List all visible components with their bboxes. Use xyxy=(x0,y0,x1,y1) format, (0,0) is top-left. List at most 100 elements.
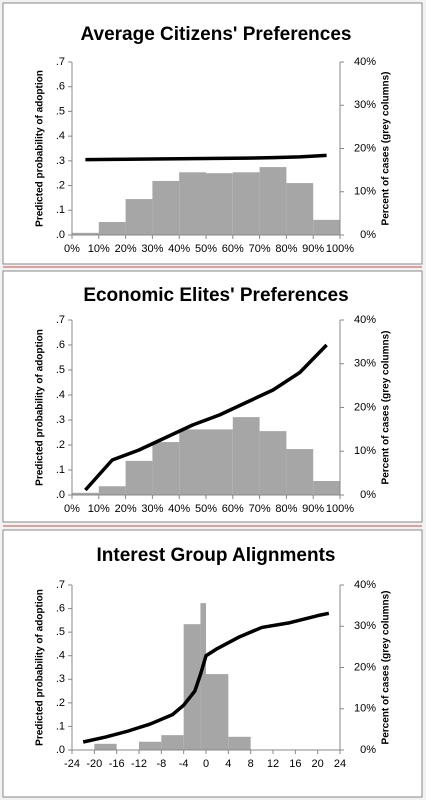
bar xyxy=(313,481,340,495)
bar xyxy=(125,460,153,495)
bar xyxy=(206,173,233,235)
y-axis-title: Predicted probability of adoption xyxy=(35,589,46,746)
y-axis-title: Predicted probability of adoption xyxy=(35,70,46,227)
line xyxy=(82,611,330,744)
line xyxy=(85,153,327,162)
x-tick-label: 80% xyxy=(275,243,297,255)
bar xyxy=(152,442,180,495)
x-tick-label: 70% xyxy=(249,503,271,515)
x-tick-label: -20 xyxy=(86,758,102,770)
x-tick-label: -12 xyxy=(131,758,147,770)
bar xyxy=(125,199,153,235)
y-tick-label: .4 xyxy=(56,650,65,662)
y-tick-label: .7 xyxy=(56,314,65,326)
x-tick-label: -8 xyxy=(156,758,166,770)
x-tick-label: 50% xyxy=(195,503,217,515)
y2-tick-label: 0% xyxy=(360,744,376,756)
y2-tick-label: 0% xyxy=(360,489,376,501)
x-tick-label: 100% xyxy=(326,503,354,515)
x-tick-label: 20% xyxy=(115,243,137,255)
bar xyxy=(286,183,314,235)
bar xyxy=(98,486,126,495)
bar xyxy=(152,180,180,235)
y2-tick-label: 40% xyxy=(354,56,376,68)
chart-title: Average Citizens' Preferences xyxy=(80,24,351,45)
y2-axis-title: Percent of cases (grey columns) xyxy=(381,591,392,745)
x-tick-label: 40% xyxy=(168,503,190,515)
bar xyxy=(200,603,206,750)
x-tick-label: 90% xyxy=(302,503,324,515)
bar xyxy=(179,172,206,235)
y-tick-label: .2 xyxy=(56,697,65,709)
bar xyxy=(98,222,126,235)
panel-frame xyxy=(2,529,423,798)
y2-tick-label: 20% xyxy=(354,142,376,154)
x-tick-label: 0% xyxy=(64,503,80,515)
bar xyxy=(206,674,229,750)
y-tick-label: .5 xyxy=(56,626,65,638)
bar xyxy=(161,735,184,750)
x-tick-label: 60% xyxy=(222,243,244,255)
x-tick-label: 10% xyxy=(88,503,110,515)
y2-tick-label: 30% xyxy=(354,99,376,111)
x-tick-label: 4 xyxy=(225,758,231,770)
y2-axis-title: Percent of cases (grey columns) xyxy=(381,72,392,226)
x-tick-label: -24 xyxy=(64,758,80,770)
y-tick-label: .0 xyxy=(56,744,65,756)
y-tick-label: .4 xyxy=(56,389,65,401)
bar xyxy=(206,429,233,495)
y-tick-label: .7 xyxy=(56,579,65,591)
y2-tick-label: 20% xyxy=(354,661,376,673)
y2-tick-label: 10% xyxy=(354,445,376,457)
x-tick-label: 20 xyxy=(312,758,324,770)
y-tick-label: .1 xyxy=(56,204,65,216)
y2-axis-title: Percent of cases (grey columns) xyxy=(381,331,392,485)
y-tick-label: .3 xyxy=(56,155,65,167)
y-tick-label: .0 xyxy=(56,229,65,241)
y-tick-label: .3 xyxy=(56,414,65,426)
y2-tick-label: 30% xyxy=(354,620,376,632)
y-tick-label: .6 xyxy=(56,602,65,614)
bar xyxy=(228,736,251,750)
x-tick-label: 80% xyxy=(275,503,297,515)
x-tick-label: 16 xyxy=(289,758,301,770)
y2-tick-label: 0% xyxy=(360,229,376,241)
y2-tick-label: 40% xyxy=(354,314,376,326)
y2-tick-label: 10% xyxy=(354,186,376,198)
bar xyxy=(72,232,99,235)
bar xyxy=(179,429,206,495)
y2-tick-label: 40% xyxy=(354,579,376,591)
y-tick-label: .7 xyxy=(56,56,65,68)
x-tick-label: 40% xyxy=(168,243,190,255)
line xyxy=(84,343,328,492)
x-tick-label: 100% xyxy=(326,243,354,255)
y-tick-label: .4 xyxy=(56,130,65,142)
x-tick-label: 50% xyxy=(195,243,217,255)
y2-tick-label: 20% xyxy=(354,401,376,413)
x-tick-label: 0% xyxy=(64,243,80,255)
bar xyxy=(139,741,162,750)
y-axis-title: Predicted probability of adoption xyxy=(35,329,46,486)
y-tick-label: .1 xyxy=(56,720,65,732)
x-tick-label: 8 xyxy=(248,758,254,770)
x-tick-label: 30% xyxy=(141,503,163,515)
y-tick-label: .1 xyxy=(56,464,65,476)
bar xyxy=(232,417,260,495)
x-tick-label: 60% xyxy=(222,503,244,515)
y-tick-label: .2 xyxy=(56,439,65,451)
bar xyxy=(183,624,201,750)
y-tick-label: .5 xyxy=(56,364,65,376)
bar xyxy=(94,743,117,750)
y-tick-label: .6 xyxy=(56,81,65,93)
y-tick-label: .3 xyxy=(56,673,65,685)
x-tick-label: 12 xyxy=(267,758,279,770)
y-tick-label: .5 xyxy=(56,105,65,117)
y2-tick-label: 30% xyxy=(354,358,376,370)
x-tick-label: 90% xyxy=(302,243,324,255)
x-tick-label: 0 xyxy=(203,758,209,770)
bar xyxy=(72,492,99,495)
bar xyxy=(259,431,287,495)
y2-tick-label: 10% xyxy=(354,703,376,715)
